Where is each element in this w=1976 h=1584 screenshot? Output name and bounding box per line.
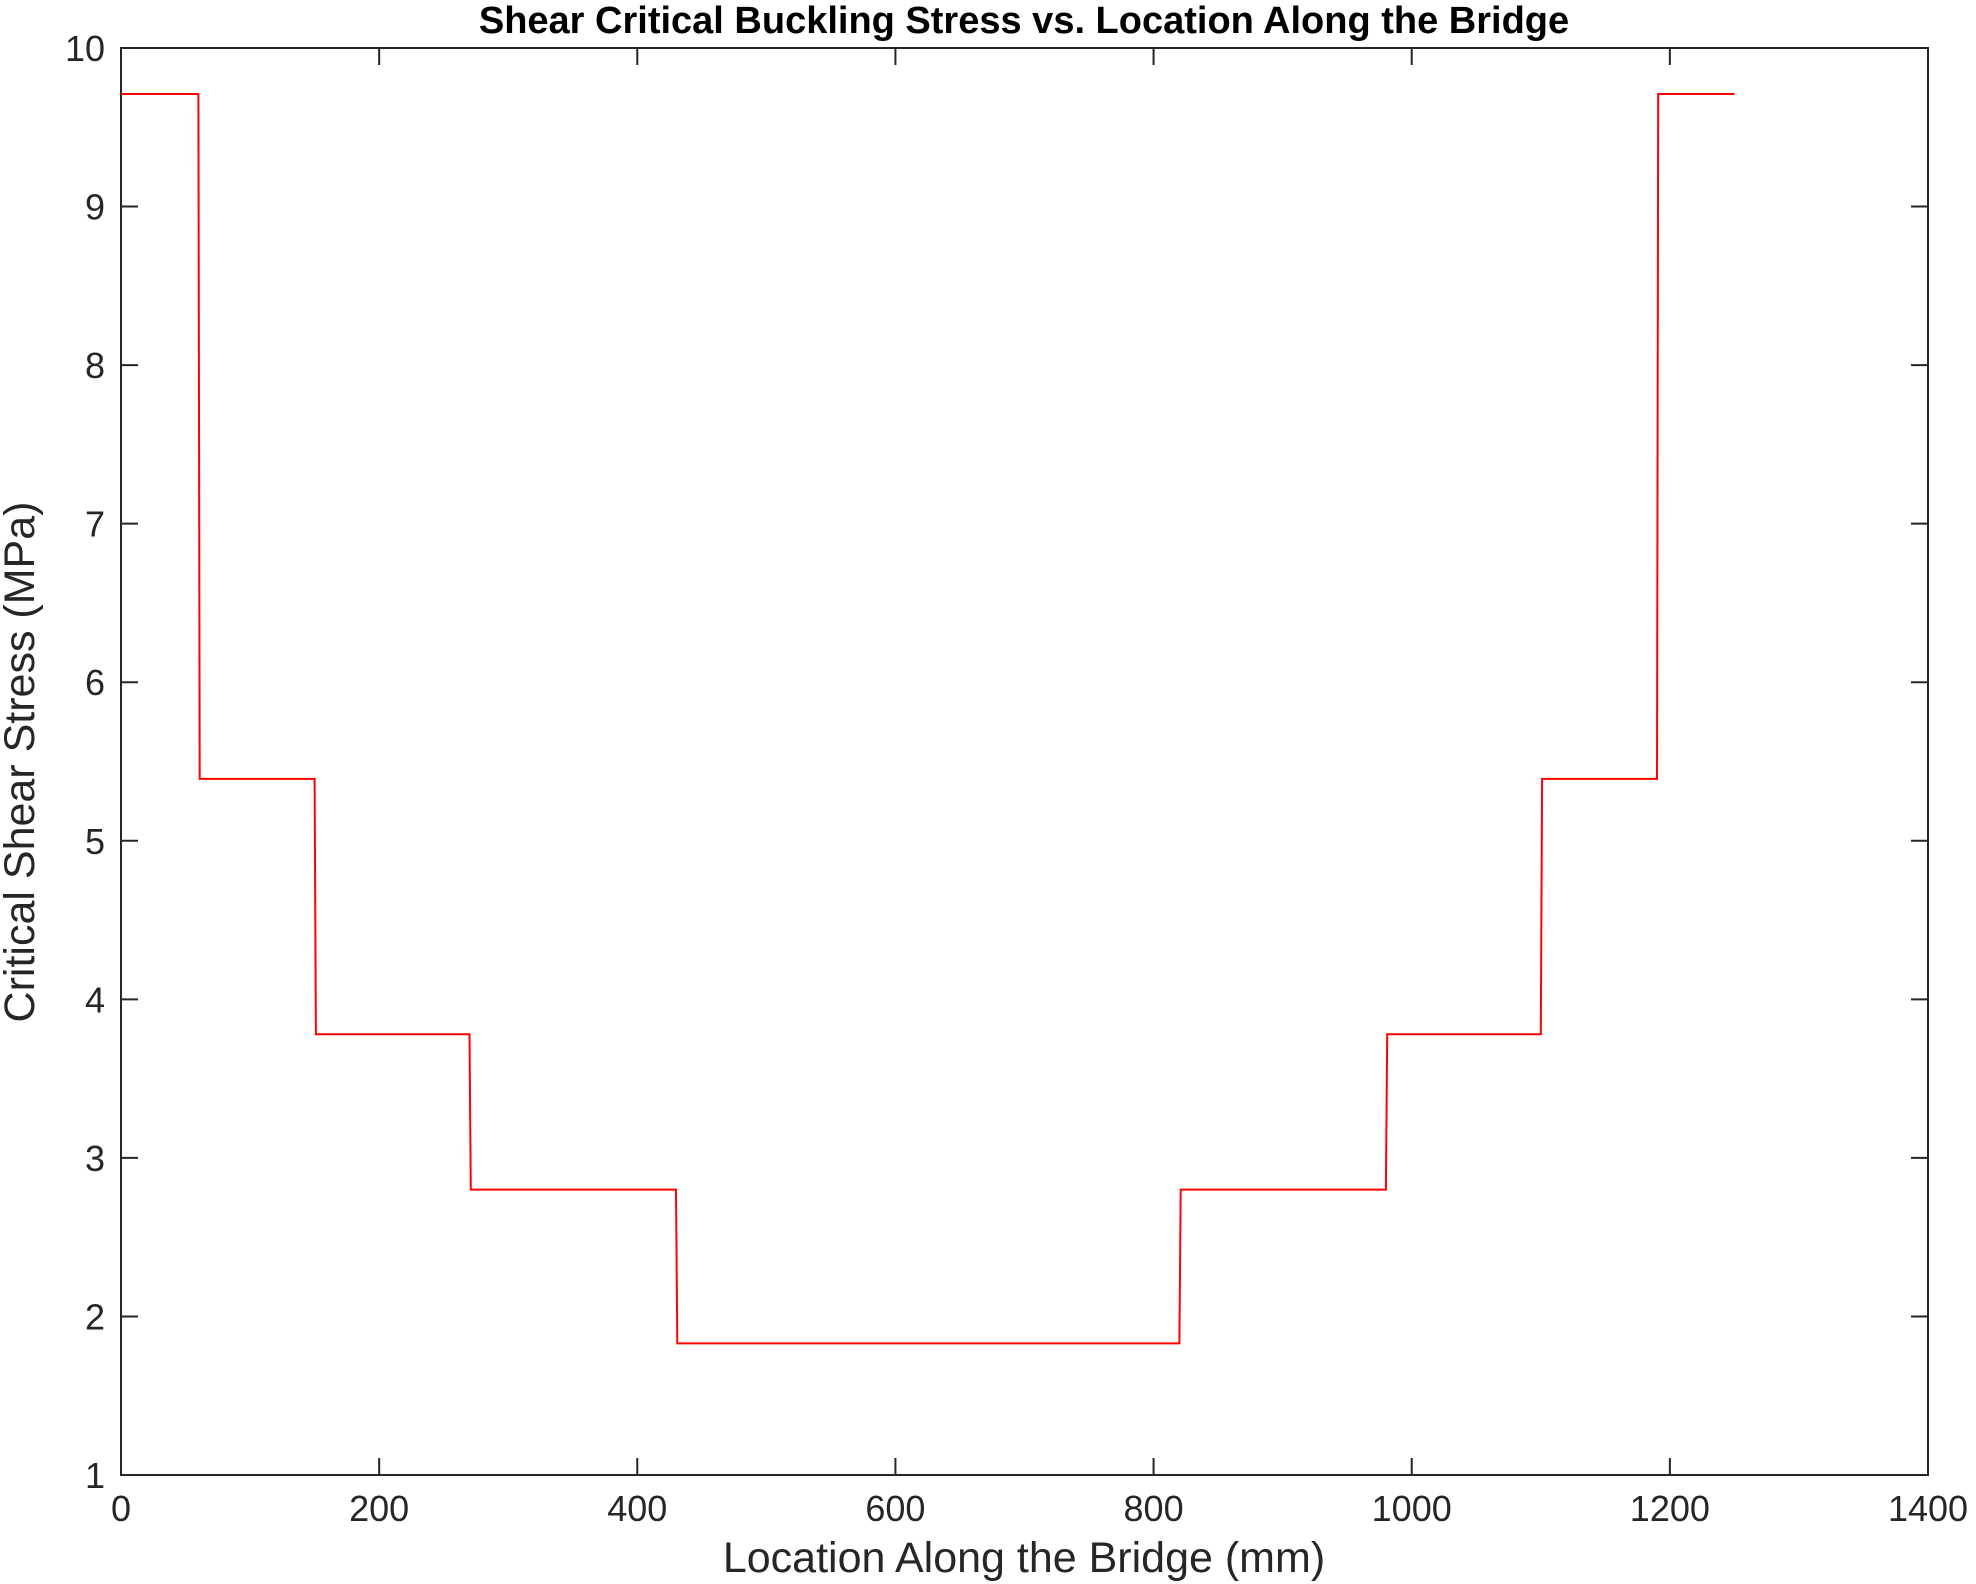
x-tick-label: 0 (111, 1488, 131, 1529)
x-tick-label: 1000 (1372, 1488, 1452, 1529)
plot-area (120, 47, 1929, 1476)
y-tick-label: 2 (85, 1296, 105, 1337)
x-tick-label: 1200 (1630, 1488, 1710, 1529)
ticks (120, 47, 1929, 1476)
series-line (121, 93, 1735, 1345)
tick-labels: 0 200 400 600 800 1000 1200 1400 1 2 3 4 5 6 7 8 9 10 (65, 28, 1968, 1529)
y-tick-label: 6 (85, 662, 105, 703)
y-tick-label: 4 (85, 979, 105, 1020)
series-layer (121, 93, 1735, 1345)
x-tick-label: 1400 (1888, 1488, 1968, 1529)
y-axis-label: Critical Shear Stress (MPa) (0, 502, 44, 1023)
y-tick-label: 7 (85, 504, 105, 545)
y-tick-label: 9 (85, 187, 105, 228)
x-axis-label: Location Along the Bridge (mm) (723, 1534, 1325, 1582)
y-tick-label: 1 (85, 1455, 105, 1496)
y-tick-label: 5 (85, 821, 105, 862)
x-tick-label: 800 (1124, 1488, 1184, 1529)
x-tick-label: 400 (607, 1488, 667, 1529)
x-tick-label: 600 (865, 1488, 925, 1529)
y-tick-label: 3 (85, 1138, 105, 1179)
chart-title: Shear Critical Buckling Stress vs. Locat… (479, 0, 1569, 42)
x-tick-label: 200 (349, 1488, 409, 1529)
y-tick-label: 8 (85, 345, 105, 386)
y-tick-label: 10 (65, 28, 105, 69)
